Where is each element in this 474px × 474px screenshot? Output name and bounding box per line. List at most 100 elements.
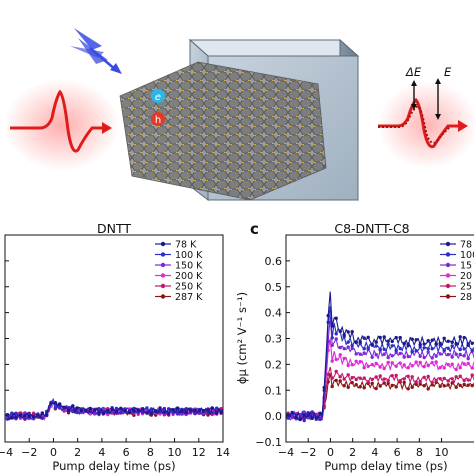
data-point: [27, 414, 31, 418]
output-pulse-arrowhead: [458, 120, 468, 132]
data-point: [382, 352, 386, 356]
data-point: [390, 383, 394, 388]
data-point: [450, 377, 454, 381]
data-point: [362, 351, 366, 355]
pump-pulse-arrowhead: [110, 63, 122, 74]
data-point: [438, 352, 442, 356]
legend-label: 250 K: [175, 282, 203, 293]
data-point: [354, 340, 358, 344]
y-tick-label: 0.2: [265, 358, 283, 371]
data-point: [394, 385, 398, 389]
data-point: [14, 411, 18, 415]
legend-label: 150 K: [175, 261, 203, 272]
data-point: [446, 379, 450, 383]
data-point: [402, 341, 406, 346]
data-point: [362, 347, 366, 351]
chart-title: DNTT: [97, 221, 131, 236]
data-point: [430, 383, 434, 387]
data-point: [370, 377, 374, 382]
legend-marker: [160, 262, 166, 268]
data-point: [454, 352, 458, 356]
data-point: [446, 346, 450, 350]
data-point: [342, 356, 346, 361]
data-point: [206, 408, 210, 412]
data-point: [470, 366, 474, 370]
x-tick-label: 8: [147, 446, 154, 459]
data-point: [410, 350, 414, 354]
data-point: [201, 409, 206, 413]
data-point: [310, 410, 314, 414]
legend-item: 200 K: [155, 271, 203, 282]
data-point: [390, 361, 394, 365]
data-point: [366, 346, 370, 350]
electron-marker: e: [151, 89, 165, 103]
x-tick-label: −4: [278, 446, 294, 459]
data-point: [175, 411, 180, 415]
data-point: [422, 342, 426, 346]
data-point: [450, 362, 454, 366]
legend-label: 287 K: [175, 292, 203, 303]
chart-title: C8-DNTT-C8: [334, 221, 409, 236]
data-point: [470, 348, 474, 352]
data-point: [342, 346, 346, 351]
data-point: [462, 378, 466, 383]
data-point: [88, 412, 93, 416]
data-point: [426, 363, 430, 368]
data-point: [370, 381, 374, 385]
data-point: [430, 380, 434, 385]
delta-e-label: ΔE: [405, 65, 422, 79]
x-tick-label: 12: [192, 446, 206, 459]
molecular-lattice: [119, 61, 327, 201]
data-point: [350, 330, 354, 334]
series-250-k: [286, 366, 474, 420]
data-point: [462, 382, 466, 387]
data-point: [358, 352, 362, 356]
x-tick-label: −4: [0, 446, 13, 459]
series-78-k: [286, 291, 474, 422]
data-point: [374, 353, 378, 357]
y-tick-label: −0.1: [255, 436, 282, 449]
data-point: [402, 363, 406, 367]
input-terahertz-glow: [4, 79, 120, 171]
data-point: [92, 412, 97, 416]
data-point: [175, 406, 180, 410]
data-point: [75, 406, 79, 410]
data-point: [410, 337, 414, 341]
data-point: [426, 387, 430, 391]
data-point: [330, 343, 334, 347]
legend-item: 100 K: [155, 250, 203, 261]
data-point: [450, 344, 454, 348]
legend-item: 15: [440, 261, 472, 272]
data-point: [334, 337, 338, 341]
data-point: [84, 408, 88, 412]
data-point: [346, 340, 350, 344]
data-point: [410, 375, 414, 379]
legend-label: 78 K: [175, 240, 197, 251]
data-point: [430, 360, 434, 365]
legend-label: 20: [460, 271, 472, 282]
data-point: [414, 349, 418, 353]
legend-item: 78 K: [155, 240, 197, 251]
data-point: [386, 342, 390, 347]
data-point: [386, 381, 390, 386]
data-point: [406, 366, 410, 370]
data-point: [430, 356, 434, 360]
data-point: [454, 375, 458, 379]
data-point: [180, 412, 184, 416]
data-point: [382, 381, 386, 385]
data-point: [434, 342, 438, 346]
data-point: [193, 411, 197, 416]
data-point: [402, 377, 406, 381]
data-point: [286, 416, 290, 420]
data-point: [458, 347, 462, 352]
pump-laser-pulse: [70, 28, 122, 74]
data-point: [398, 361, 402, 365]
data-point: [462, 354, 466, 358]
data-point: [454, 367, 458, 372]
x-axis-label: Pump delay time (ps): [52, 459, 175, 473]
data-point: [442, 376, 446, 381]
data-point: [358, 385, 362, 389]
data-point: [40, 411, 44, 416]
data-point: [62, 405, 66, 409]
